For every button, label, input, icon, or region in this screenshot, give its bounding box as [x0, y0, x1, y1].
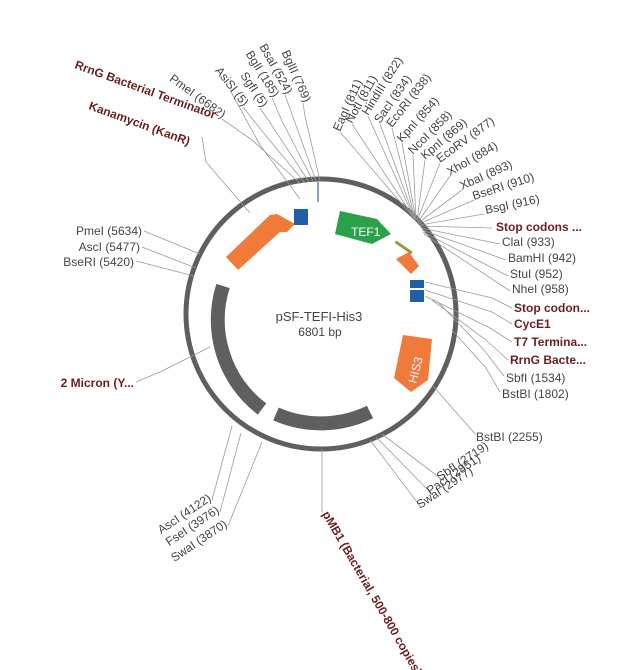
leader-asisi-5: [242, 106, 306, 184]
leader-eagi-811: [339, 131, 415, 219]
feature-label-2micron: 2 Micron (Y...: [61, 376, 134, 390]
leader-paci-2851: [375, 436, 431, 493]
leader-hindiii-822: [367, 115, 415, 219]
leader-pmei-5634: [143, 230, 201, 255]
site-label-sbfi-1534: SbfI (1534): [506, 371, 565, 385]
site-label-bstbi-1802: BstBI (1802): [502, 387, 569, 401]
leader-noti-811: [351, 123, 415, 219]
leader-sbfi-1534: [437, 301, 505, 377]
leader-ecorv-877: [416, 162, 441, 222]
feature-stop-codons-mark[interactable]: [394, 240, 413, 255]
feature-label-rrng-right: RrnG Bacte...: [510, 353, 586, 367]
site-label-clai-933: ClaI (933): [502, 235, 555, 249]
leader-bseri-5420: [135, 260, 195, 277]
plasmid-name: pSF-TEFI-His3: [276, 309, 363, 324]
leader-asci-4122: [211, 425, 233, 501]
leader-ecori-838: [391, 127, 416, 220]
plasmid-size: 6801 bp: [298, 325, 342, 339]
leader-swai-3870: [227, 441, 263, 527]
feature-blue-box-1[interactable]: [410, 280, 424, 288]
leader-rrng-right: [431, 299, 509, 361]
feature-label-his3: HIS3: [405, 355, 426, 385]
site-label-bstbi-2255: BstBI (2255): [476, 430, 543, 444]
leader-xhoi-884: [417, 175, 451, 223]
backbone-circle: [183, 176, 459, 452]
site-label-bseri-5420: BseRI (5420): [63, 255, 134, 269]
leader-stop2: [424, 281, 513, 309]
feature-label-stop1: Stop codons ...: [496, 220, 582, 234]
leader-stop1: [419, 225, 493, 229]
feature-2micron[interactable]: [210, 283, 267, 415]
feature-tef1-arrow[interactable]: [335, 211, 391, 244]
leader-asci-5477: [141, 246, 197, 269]
leader-kpni-854: [401, 142, 417, 221]
leader-sbfi-2719: [381, 433, 441, 479]
feature-rrng-left-box[interactable]: [294, 209, 308, 225]
leader-sgfi-5: [259, 107, 310, 183]
leader-pmei-6682: [221, 118, 302, 185]
feature-label-stop2: Stop codon...: [514, 301, 590, 315]
feature-label-cyce1: CycE1: [514, 317, 551, 331]
feature-cyce1-arrow[interactable]: [396, 252, 419, 274]
leader-kanr: [201, 136, 251, 214]
site-label-asci-5477: AscI (5477): [79, 240, 140, 254]
leader-2micron: [135, 346, 211, 383]
leader-bseri-910: [418, 199, 475, 225]
leader-bsgi-916: [419, 213, 485, 226]
leader-fsei-3976: [219, 432, 242, 513]
feature-kanr-arrow[interactable]: [226, 214, 295, 270]
feature-label-t7: T7 Termina...: [514, 335, 587, 349]
leader-bglii-769: [302, 102, 321, 182]
feature-pmb1[interactable]: [273, 405, 374, 431]
leader-t7: [424, 295, 513, 343]
leader-nhei-958: [423, 233, 511, 292]
leader-kpni-869: [416, 159, 426, 222]
leader-clai-933: [420, 227, 501, 245]
site-label-stui-952: StuI (952): [510, 267, 563, 281]
leader-xbai-893: [417, 189, 463, 224]
site-label-pmei-5634: PmeI (5634): [76, 224, 142, 238]
feature-label-tef1: TEF1: [351, 225, 381, 239]
site-label-bamhi-942: BamHI (942): [508, 251, 576, 265]
leader-ncoi-858: [412, 154, 417, 221]
leader-cyce1: [424, 289, 513, 325]
leader-saci-834: [379, 123, 416, 220]
leader-swai-2977: [369, 439, 421, 507]
site-label-nhei-958: NheI (958): [512, 282, 569, 296]
leader-bsai-524: [284, 94, 317, 182]
feature-label-pmb1: pMB1 (Bacterial, 500-800 copies): [319, 509, 424, 670]
feature-his3-arrow[interactable]: [394, 335, 432, 392]
leader-rrng-left: [229, 89, 301, 200]
leader-bstbi-1802: [451, 329, 501, 393]
leader-bstbi-2255: [431, 384, 477, 436]
leader-bamhi-942: [421, 229, 507, 261]
leader-stui-952: [422, 231, 509, 277]
feature-blue-box-2[interactable]: [410, 290, 424, 302]
leader-bgli-185: [271, 97, 314, 182]
